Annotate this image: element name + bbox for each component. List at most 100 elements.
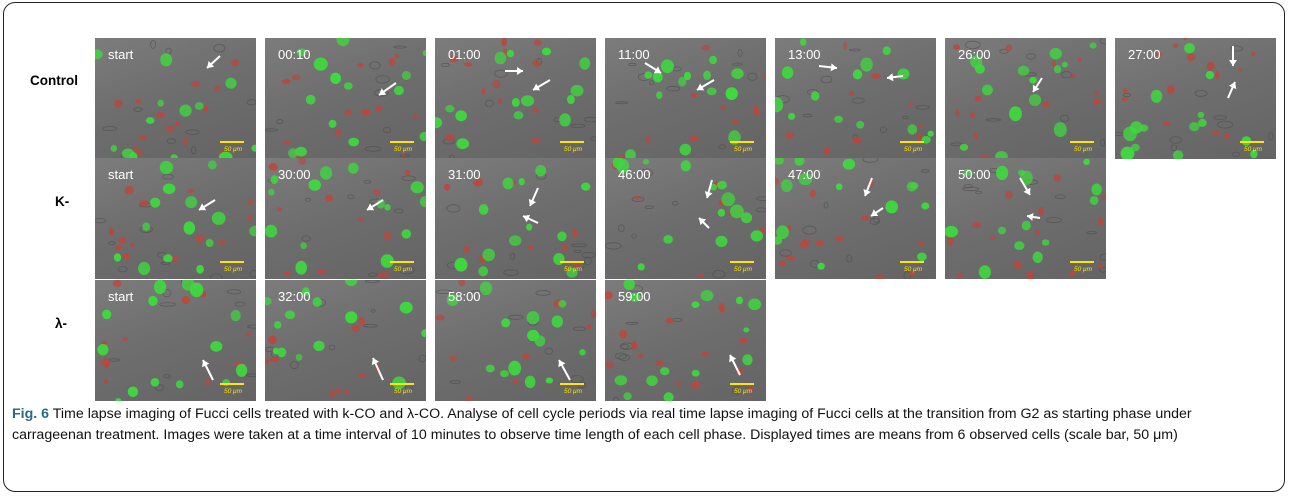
- red-g1-cell: [104, 379, 109, 385]
- unlabelled-cell: [671, 318, 683, 322]
- time-stamp: start: [108, 289, 134, 304]
- red-g1-cell: [246, 198, 254, 206]
- scale-bar: [900, 261, 924, 263]
- red-g1-cell: [619, 329, 628, 339]
- red-g1-cell: [335, 388, 341, 394]
- red-g1-cell: [1166, 85, 1175, 94]
- row-label: λ-: [55, 316, 68, 331]
- green-g2-cell: [709, 183, 718, 191]
- red-g1-cell: [586, 324, 592, 330]
- red-g1-cell: [171, 255, 179, 263]
- red-g1-cell: [815, 239, 824, 247]
- unlabelled-cell: [581, 251, 596, 259]
- microscopy-panel: 26:00 50 μm: [945, 38, 1106, 159]
- unlabelled-cell: [820, 75, 833, 84]
- row-label: K-: [55, 194, 70, 209]
- cell-field-image: [775, 158, 930, 279]
- green-g2-cell: [113, 253, 122, 262]
- scale-bar: [730, 141, 754, 143]
- unlabelled-cell: [246, 373, 256, 377]
- red-g1-cell: [124, 185, 134, 195]
- cell-field-image: [435, 280, 596, 401]
- red-g1-cell: [784, 132, 795, 139]
- cell-field-image: [444, 165, 596, 278]
- microscopy-panel: 58:00 50 μm: [435, 280, 596, 401]
- red-g1-cell: [360, 109, 371, 116]
- red-g1-cell: [231, 59, 240, 67]
- unlabelled-cell: [1231, 151, 1241, 157]
- red-g1-cell: [498, 98, 503, 105]
- red-g1-cell: [861, 215, 870, 221]
- green-g2-cell: [185, 196, 198, 209]
- red-g1-cell: [1097, 217, 1104, 226]
- red-g1-cell: [1251, 51, 1256, 57]
- unlabelled-cell: [150, 40, 156, 49]
- red-g1-cell: [357, 62, 364, 68]
- scale-bar-label: 50 μm: [904, 146, 923, 153]
- green-g2-cell: [679, 143, 692, 156]
- green-g2-cell: [343, 82, 353, 90]
- red-g1-cell: [1038, 207, 1044, 216]
- scale-bar: [1070, 261, 1094, 263]
- green-g2-cell: [740, 212, 753, 224]
- microscopy-panel: 32:00 50 μm: [265, 280, 426, 401]
- unlabelled-cell: [570, 375, 584, 384]
- red-g1-cell: [512, 379, 520, 384]
- red-g1-cell: [165, 124, 175, 133]
- red-g1-cell: [946, 237, 955, 246]
- green-g2-cell: [344, 280, 358, 287]
- green-g2-cell: [454, 260, 468, 270]
- unlabelled-cell: [671, 200, 679, 206]
- green-g2-cell: [380, 254, 394, 268]
- green-g2-cell: [521, 95, 535, 107]
- green-g2-cell: [706, 87, 717, 96]
- unlabelled-cell: [247, 324, 256, 329]
- green-g2-cell: [205, 239, 214, 247]
- green-g2-cell: [446, 294, 459, 306]
- green-g2-cell: [644, 71, 653, 79]
- arrow-head-icon: [202, 360, 210, 368]
- red-g1-cell: [204, 378, 211, 387]
- cell-field-image: [605, 280, 762, 401]
- green-g2-cell: [179, 104, 192, 117]
- red-g1-cell: [835, 235, 844, 242]
- green-g2-cell: [921, 202, 930, 210]
- green-g2-cell: [1020, 170, 1033, 186]
- unlabelled-cell: [1122, 92, 1131, 98]
- green-g2-cell: [642, 158, 650, 165]
- green-g2-cell: [159, 160, 174, 175]
- unlabelled-cell: [363, 179, 372, 184]
- arrow-head-icon: [1023, 187, 1031, 195]
- unlabelled-cell: [571, 243, 588, 248]
- unlabelled-cell: [440, 62, 450, 67]
- unlabelled-cell: [190, 146, 197, 155]
- unlabelled-cell: [1115, 132, 1125, 136]
- red-g1-cell: [786, 255, 796, 261]
- red-g1-cell: [701, 351, 709, 357]
- microscopy-panel: start 50 μm: [95, 158, 256, 279]
- red-g1-cell: [521, 352, 530, 361]
- green-g2-cell: [800, 38, 807, 46]
- time-stamp: 13:00: [788, 47, 821, 62]
- red-g1-cell: [1183, 38, 1188, 41]
- green-g2-cell: [524, 375, 536, 389]
- unlabelled-cell: [975, 190, 983, 194]
- unlabelled-cell: [617, 224, 625, 233]
- cell-field-image: [95, 40, 256, 159]
- unlabelled-cell: [573, 250, 582, 254]
- red-g1-cell: [291, 74, 301, 81]
- green-g2-cell: [1017, 65, 1030, 76]
- red-g1-cell: [282, 140, 292, 145]
- green-g2-cell: [150, 197, 161, 208]
- unlabelled-cell: [276, 118, 284, 125]
- green-g2-cell: [776, 225, 789, 239]
- green-g2-cell: [170, 154, 178, 159]
- red-g1-cell: [501, 38, 507, 47]
- green-g2-cell: [730, 204, 744, 219]
- red-g1-cell: [190, 80, 201, 88]
- green-g2-cell: [419, 131, 426, 142]
- green-g2-cell: [1189, 122, 1200, 132]
- red-g1-cell: [690, 93, 698, 98]
- scale-bar: [390, 383, 414, 385]
- green-g2-cell: [780, 179, 793, 193]
